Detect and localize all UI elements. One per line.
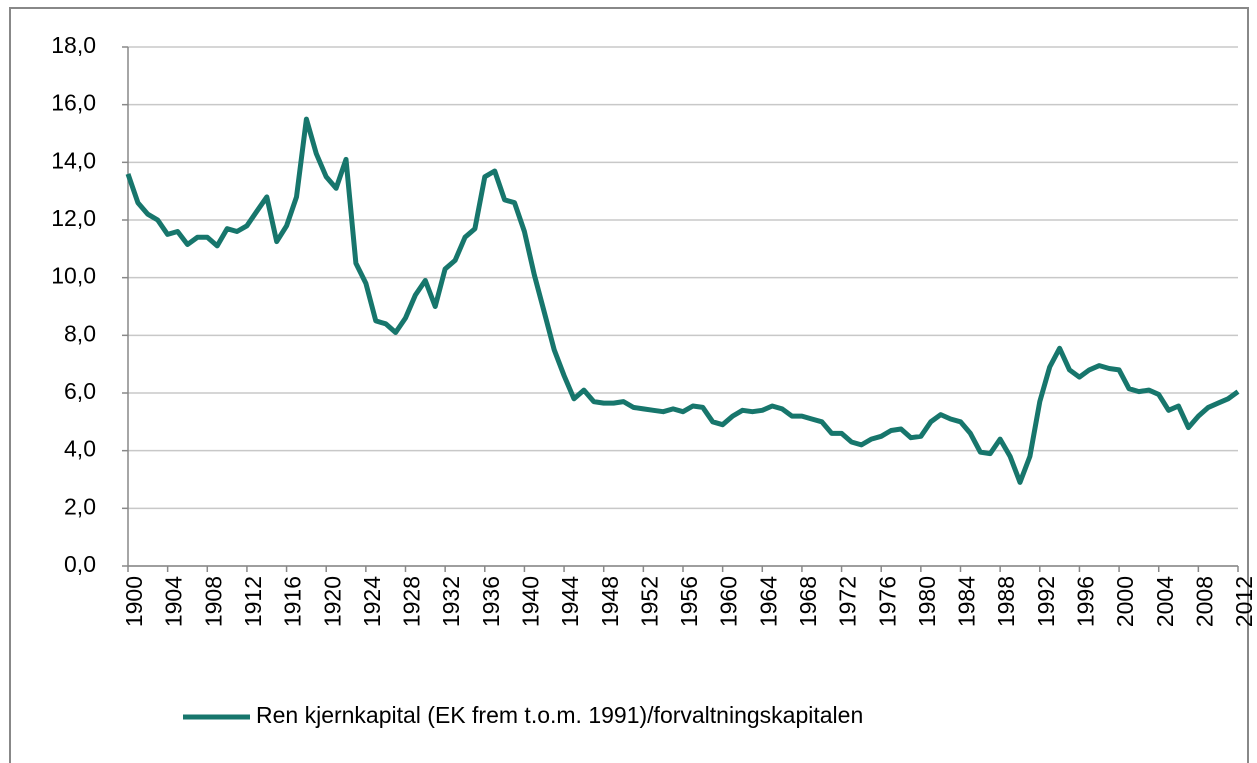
y-tick-label: 16,0: [51, 90, 96, 116]
y-tick-label: 6,0: [64, 378, 96, 404]
x-tick-label: 1936: [478, 576, 504, 627]
x-tick-label: 1992: [1033, 576, 1059, 627]
x-tick-label: 1900: [121, 576, 147, 627]
x-tick-label: 1928: [399, 576, 425, 627]
x-tick-label: 1996: [1073, 576, 1099, 627]
x-tick-label: 1984: [954, 576, 980, 627]
y-tick-label: 10,0: [51, 263, 96, 289]
x-tick-label: 1940: [518, 576, 544, 627]
y-tick-label: 0,0: [64, 551, 96, 577]
y-tick-label: 14,0: [51, 147, 96, 173]
x-tick-label: 2008: [1191, 576, 1217, 627]
y-tick-label: 2,0: [64, 493, 96, 519]
x-tick-label: 1972: [835, 576, 861, 627]
x-tick-label: 1988: [993, 576, 1019, 627]
x-tick-label: 1960: [716, 576, 742, 627]
x-tick-label: 1920: [319, 576, 345, 627]
x-tick-label: 2000: [1112, 576, 1138, 627]
x-tick-label: 1904: [161, 576, 187, 627]
x-tick-label: 1924: [359, 576, 385, 627]
x-tick-label: 1916: [280, 576, 306, 627]
x-tick-label: 1912: [240, 576, 266, 627]
y-tick-label: 12,0: [51, 205, 96, 231]
y-tick-label: 18,0: [51, 32, 96, 58]
x-tick-label: 1908: [200, 576, 226, 627]
chart-frame: [9, 7, 1249, 763]
x-tick-label: 1980: [914, 576, 940, 627]
x-tick-label: 2012: [1231, 576, 1257, 627]
x-tick-label: 2004: [1152, 576, 1178, 627]
x-tick-label: 1964: [755, 576, 781, 627]
line-series: [125, 116, 1240, 485]
y-tick-label: 8,0: [64, 320, 96, 346]
x-tick-label: 1952: [636, 576, 662, 627]
x-tick-label: 1944: [557, 576, 583, 627]
x-tick-label: 1948: [597, 576, 623, 627]
y-tick-label: 4,0: [64, 436, 96, 462]
legend-label: Ren kjernkapital (EK frem t.o.m. 1991)/f…: [256, 702, 863, 728]
x-tick-label: 1932: [438, 576, 464, 627]
x-tick-label: 1976: [874, 576, 900, 627]
x-tick-label: 1956: [676, 576, 702, 627]
x-tick-label: 1968: [795, 576, 821, 627]
